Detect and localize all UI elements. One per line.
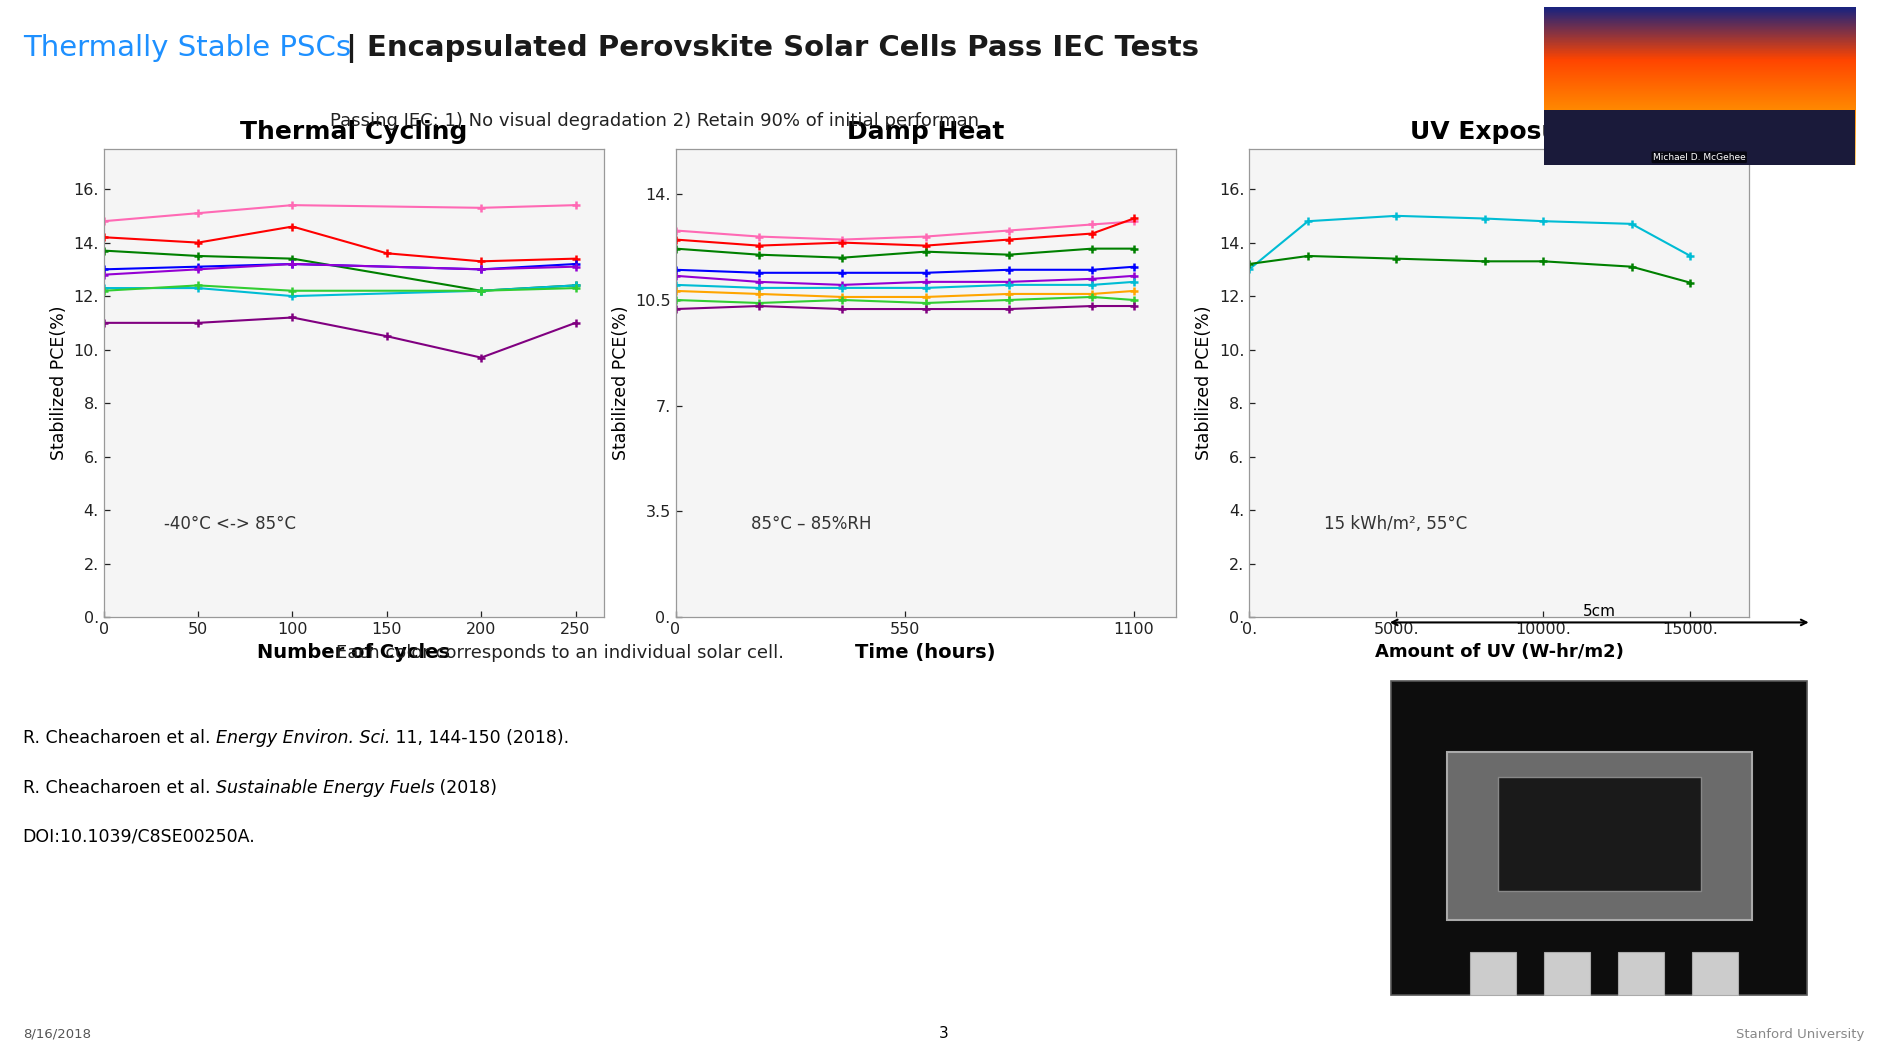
Bar bbox=[1691, 952, 1738, 995]
Bar bbox=[1544, 110, 1855, 165]
Text: Michael D. McGehee: Michael D. McGehee bbox=[1653, 153, 1745, 162]
Text: Thermally Stable PSCs: Thermally Stable PSCs bbox=[23, 34, 351, 62]
Text: Energy Environ. Sci.: Energy Environ. Sci. bbox=[215, 729, 391, 747]
Text: Stanford University: Stanford University bbox=[1736, 1028, 1864, 1041]
FancyBboxPatch shape bbox=[1447, 752, 1751, 920]
X-axis label: Time (hours): Time (hours) bbox=[855, 643, 996, 662]
Text: R. Cheacharoen et al.: R. Cheacharoen et al. bbox=[23, 729, 215, 747]
Text: R. Cheacharoen et al.: R. Cheacharoen et al. bbox=[23, 779, 215, 797]
Text: 5cm: 5cm bbox=[1583, 604, 1615, 619]
Bar bbox=[1617, 952, 1664, 995]
Y-axis label: Stabilized PCE(%): Stabilized PCE(%) bbox=[611, 305, 630, 461]
Bar bbox=[1498, 778, 1700, 892]
Text: Sustainable Energy Fuels: Sustainable Energy Fuels bbox=[215, 779, 434, 797]
Title: Thermal Cycling: Thermal Cycling bbox=[240, 120, 468, 145]
Bar bbox=[1544, 952, 1591, 995]
Text: DOI:10.1039/C8SE00250A.: DOI:10.1039/C8SE00250A. bbox=[23, 828, 255, 846]
Text: 15 kWh/m², 55°C: 15 kWh/m², 55°C bbox=[1325, 515, 1468, 533]
Bar bbox=[1391, 681, 1808, 995]
Title: UV Exposure: UV Exposure bbox=[1410, 120, 1589, 145]
X-axis label: Amount of UV (W-hr/m2): Amount of UV (W-hr/m2) bbox=[1376, 643, 1623, 661]
X-axis label: Number of Cycles: Number of Cycles bbox=[257, 643, 451, 662]
Bar bbox=[1470, 952, 1515, 995]
Text: Passing IEC: 1) No visual degradation 2) Retain 90% of initial performan: Passing IEC: 1) No visual degradation 2)… bbox=[330, 112, 979, 130]
Text: (2018): (2018) bbox=[434, 779, 498, 797]
Text: 3: 3 bbox=[938, 1026, 949, 1041]
Text: 11, 144-150 (2018).: 11, 144-150 (2018). bbox=[391, 729, 570, 747]
Text: Each color corresponds to an individual solar cell.: Each color corresponds to an individual … bbox=[336, 644, 783, 662]
Title: Damp Heat: Damp Heat bbox=[847, 120, 1004, 145]
Y-axis label: Stabilized PCE(%): Stabilized PCE(%) bbox=[49, 305, 68, 461]
Y-axis label: Stabilized PCE(%): Stabilized PCE(%) bbox=[1194, 305, 1213, 461]
Text: 8/16/2018: 8/16/2018 bbox=[23, 1028, 91, 1041]
Text: | Encapsulated Perovskite Solar Cells Pass IEC Tests: | Encapsulated Perovskite Solar Cells Pa… bbox=[336, 34, 1198, 63]
Text: -40°C <-> 85°C: -40°C <-> 85°C bbox=[164, 515, 296, 533]
Text: 85°C – 85%RH: 85°C – 85%RH bbox=[751, 515, 872, 533]
